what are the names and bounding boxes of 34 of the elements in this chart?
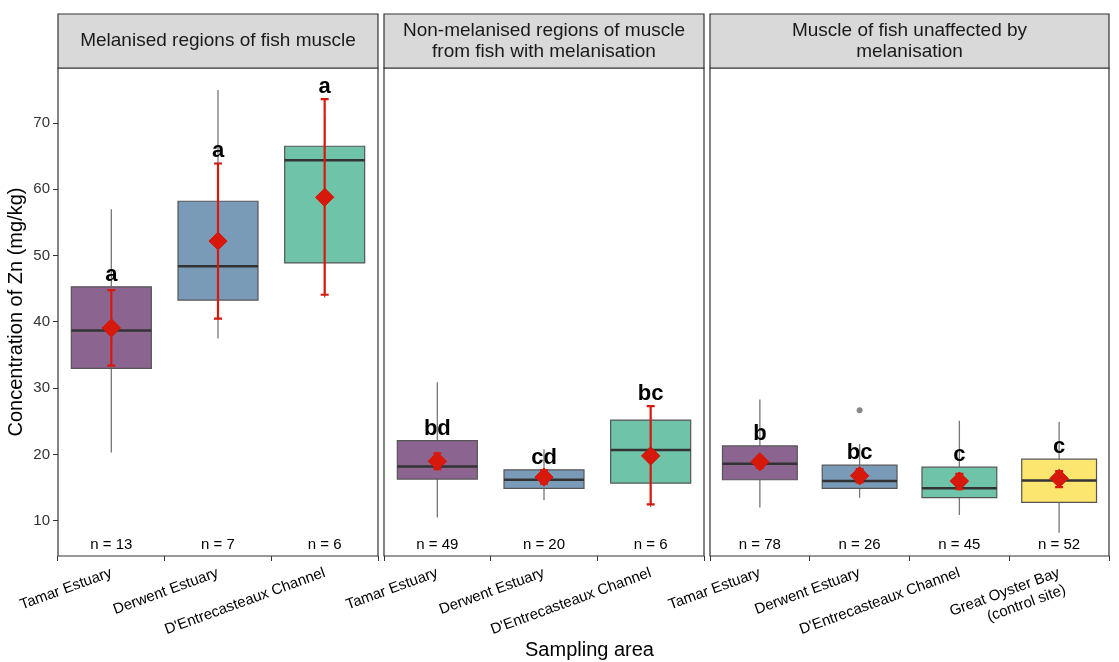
annotation: c: [1053, 433, 1066, 459]
chart-title: Non-melanised regions of muscle from fish with melanisation: [403, 18, 685, 61]
y-tick-label: 30: [33, 378, 50, 396]
chart-title: Melanised regions of fish muscle: [80, 29, 356, 51]
annotation: bc: [637, 380, 664, 406]
annotation: bc: [846, 439, 873, 465]
annotation: n = 45: [938, 534, 981, 552]
y-tick-label: 60: [33, 179, 50, 197]
point: [101, 318, 121, 338]
y-tick-label: 50: [33, 245, 50, 263]
annotation: c: [953, 441, 966, 467]
annotation: n = 6: [307, 534, 342, 552]
annotation: bd: [423, 414, 451, 440]
chart-title: Muscle of fish unaffected by melanisation: [791, 18, 1028, 61]
annotation: a: [105, 260, 119, 286]
annotation: n = 78: [738, 534, 781, 552]
point: [315, 187, 335, 207]
annotation: b: [753, 419, 767, 445]
y-tick-label: 20: [33, 444, 50, 462]
annotation: n = 52: [1038, 534, 1081, 552]
y-tick-label: 10: [33, 511, 50, 528]
annotation: cd: [531, 443, 557, 469]
annotation: n = 49: [416, 534, 459, 552]
annotation: n = 20: [522, 534, 566, 552]
annotation: a: [211, 137, 225, 163]
annotation: a: [318, 73, 332, 99]
annotation: n = 13: [90, 534, 133, 552]
y-tick-label: 70: [33, 113, 50, 131]
x-axis-title: Sampling area: [525, 637, 655, 660]
annotation: n = 26: [838, 534, 881, 552]
y-tick-label: 40: [33, 312, 50, 330]
y-axis-title: Concentration of Zn (mg/kg): [3, 187, 26, 437]
annotation: n = 6: [633, 534, 668, 552]
annotation: n = 7: [201, 534, 235, 552]
